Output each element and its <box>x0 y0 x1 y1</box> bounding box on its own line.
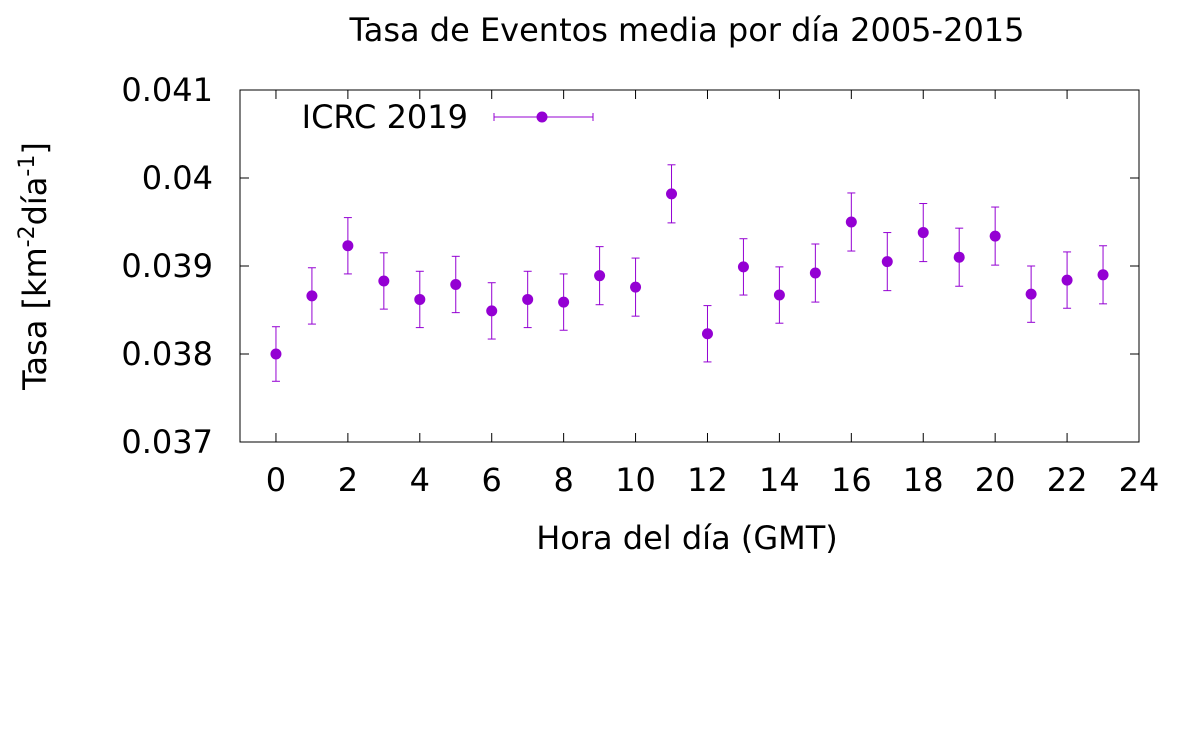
x-tick-label: 20 <box>975 461 1016 499</box>
data-point <box>917 227 929 239</box>
x-tick-label: 0 <box>266 461 286 499</box>
legend-marker <box>536 111 548 123</box>
y-axis: 0.037 0.038 0.039 0.04 0.041 <box>121 71 1139 461</box>
data-point <box>450 278 462 290</box>
data-point <box>558 296 570 308</box>
y-tick-label: 0.038 <box>121 335 213 373</box>
data-point <box>1025 288 1037 300</box>
data-point <box>306 290 318 302</box>
x-tick-label: 6 <box>482 461 502 499</box>
x-tick-label: 18 <box>903 461 944 499</box>
data-point <box>737 261 749 273</box>
data-point <box>594 270 606 282</box>
x-axis-label: Hora del día (GMT) <box>536 519 838 557</box>
data-point <box>953 251 965 263</box>
data-point <box>701 328 713 340</box>
y-tick-label: 0.04 <box>142 159 213 197</box>
data-point <box>845 216 857 228</box>
data-point <box>630 281 642 293</box>
data-point <box>1097 269 1109 281</box>
x-tick-label: 2 <box>338 461 358 499</box>
x-tick-label: 22 <box>1047 461 1088 499</box>
data-point <box>881 256 893 268</box>
x-tick-label: 12 <box>687 461 728 499</box>
data-point <box>989 230 1001 242</box>
x-tick-label: 24 <box>1119 461 1160 499</box>
data-point <box>486 305 498 317</box>
legend: ICRC 2019 <box>302 98 594 136</box>
data-point <box>378 275 390 287</box>
data-point <box>270 348 282 360</box>
x-tick-label: 4 <box>410 461 430 499</box>
data-series <box>270 164 1109 382</box>
x-axis: 0 2 4 6 8 10 12 14 16 18 20 22 24 <box>266 90 1160 499</box>
x-tick-label: 14 <box>759 461 800 499</box>
chart-title: Tasa de Eventos media por día 2005-2015 <box>348 11 1024 49</box>
x-tick-label: 16 <box>831 461 872 499</box>
plot-border <box>239 89 1140 443</box>
y-tick-label: 0.041 <box>121 71 213 109</box>
y-tick-label: 0.039 <box>121 247 213 285</box>
data-point <box>414 293 426 305</box>
x-tick-label: 8 <box>553 461 573 499</box>
y-axis-label: Tasa [km-2día-1] <box>15 142 54 391</box>
data-point <box>342 240 354 252</box>
data-point <box>522 293 534 305</box>
data-point <box>666 188 678 200</box>
plot-area <box>239 89 1140 443</box>
y-tick-label: 0.037 <box>121 423 213 461</box>
x-tick-label: 10 <box>615 461 656 499</box>
legend-label: ICRC 2019 <box>302 98 468 136</box>
data-point <box>1061 274 1073 286</box>
data-point <box>809 267 821 279</box>
data-point <box>773 289 785 301</box>
